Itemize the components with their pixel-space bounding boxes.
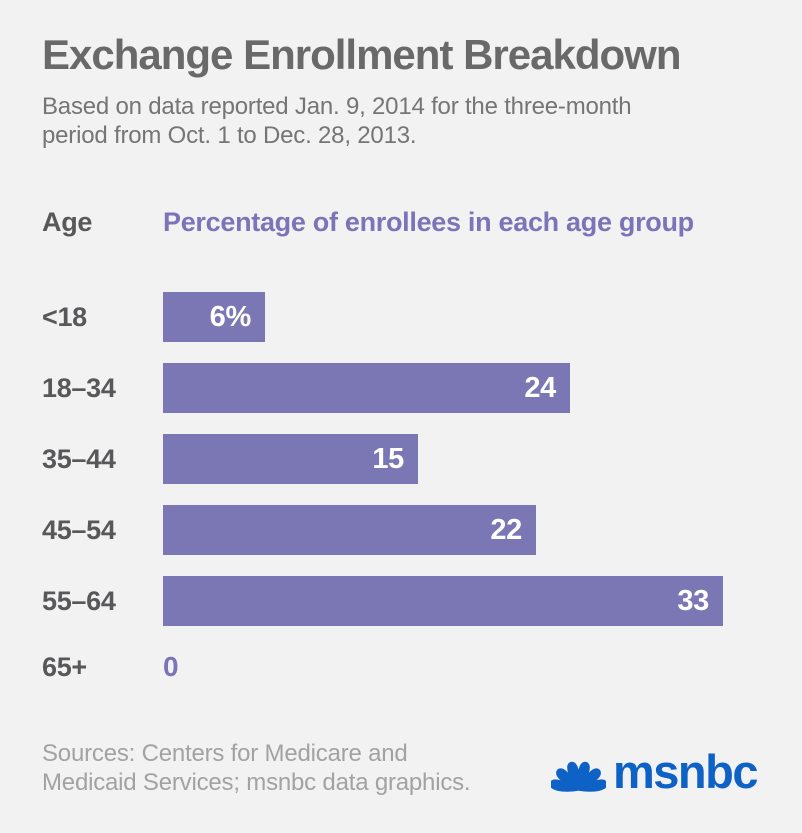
chart-row: 65+ 0	[42, 647, 802, 687]
bar: 24	[163, 363, 570, 413]
msnbc-peacock-icon	[551, 761, 606, 792]
chart-rows: <18 6% 18–34 24 35–44 15 45–54	[42, 292, 802, 687]
age-group-label: 55–64	[42, 585, 116, 616]
chart-subtitle: Based on data reported Jan. 9, 2014 for …	[42, 92, 632, 150]
age-group-label: 45–54	[42, 514, 116, 545]
bar-area: 6%	[163, 292, 802, 342]
bar: 22	[163, 505, 536, 555]
bar-value-label: 15	[372, 442, 404, 475]
bar-value-label: 6%	[209, 300, 252, 333]
sources-line-1: Sources: Centers for Medicare and	[42, 740, 408, 767]
bar-area: 15	[163, 434, 802, 484]
subtitle-line-2: period from Oct. 1 to Dec. 28, 2013.	[42, 122, 417, 149]
column-headers: Age Percentage of enrollees in each age …	[42, 207, 802, 238]
bar-value-label: 22	[490, 513, 522, 546]
chart-row: 35–44 15	[42, 434, 802, 484]
zero-value-label: 0	[163, 651, 179, 682]
age-column-header: Age	[42, 207, 93, 237]
age-group-label: 65+	[42, 651, 87, 682]
bar: 6%	[163, 292, 265, 342]
subtitle-line-1: Based on data reported Jan. 9, 2014 for …	[42, 93, 632, 120]
bar: 33	[163, 576, 723, 626]
bar-area: 24	[163, 363, 802, 413]
bar-value-label: 33	[677, 584, 709, 617]
chart-row: <18 6%	[42, 292, 802, 342]
bar-value-label: 24	[524, 371, 556, 404]
chart-row: 18–34 24	[42, 363, 802, 413]
sources-note: Sources: Centers for Medicare and Medica…	[42, 739, 471, 797]
bar-area: 22	[163, 505, 802, 555]
chart-row: 45–54 22	[42, 505, 802, 555]
bar-area: 33	[163, 576, 802, 626]
page-title: Exchange Enrollment Breakdown	[42, 31, 681, 78]
bar: 15	[163, 434, 418, 484]
age-group-label: 35–44	[42, 443, 116, 474]
age-group-label: <18	[42, 301, 87, 332]
bar-area: 0	[163, 647, 802, 687]
sources-line-2: Medicaid Services; msnbc data graphics.	[42, 769, 471, 796]
msnbc-wordmark: msnbc	[613, 745, 759, 798]
msnbc-logo: msnbc	[551, 745, 759, 798]
chart-row: 55–64 33	[42, 576, 802, 626]
age-group-label: 18–34	[42, 372, 116, 403]
percentage-column-header: Percentage of enrollees in each age grou…	[163, 207, 694, 237]
